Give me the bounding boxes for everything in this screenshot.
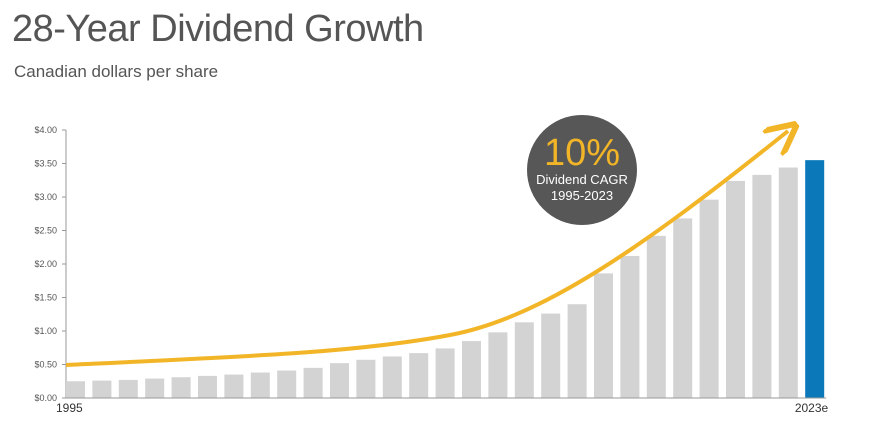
- y-tick-label: $4.00: [34, 125, 57, 135]
- bar: [541, 313, 561, 398]
- x-axis: 1995 2023e: [56, 397, 829, 415]
- bar: [303, 367, 323, 398]
- bar: [462, 341, 481, 398]
- bar: [171, 377, 191, 398]
- bar: [435, 348, 455, 398]
- bar: [567, 304, 587, 398]
- growth-trend-arrow: [65, 131, 788, 367]
- y-tick-label: $3.50: [34, 159, 57, 169]
- bar: [118, 379, 138, 398]
- bar: [277, 370, 297, 398]
- y-tick-label: $3.00: [34, 192, 57, 202]
- y-tick-label: $2.00: [34, 259, 57, 269]
- bar: [488, 332, 508, 398]
- bar: [726, 180, 745, 398]
- y-tick-label: $1.50: [34, 293, 57, 303]
- bar: [673, 218, 693, 398]
- y-axis: $0.00 $0.50 $1.00 $1.50 $2.00 $2.50 $3.00 $3.50…: [34, 125, 67, 403]
- bar: [409, 353, 429, 398]
- chart-title: 28-Year Dividend Growth: [12, 8, 424, 50]
- bar: [224, 374, 244, 398]
- bar: [382, 356, 402, 398]
- y-tick-label: $0.00: [34, 393, 57, 403]
- bar: [356, 359, 376, 398]
- x-tick-label-last: 2023e: [795, 401, 829, 415]
- cagr-period: 1995-2023: [551, 188, 613, 203]
- bar: [620, 255, 640, 398]
- bar: [92, 380, 112, 398]
- bars: [66, 160, 825, 398]
- y-tick-label: $0.50: [34, 360, 57, 370]
- x-tick-label-first: 1995: [56, 401, 83, 415]
- bar: [514, 322, 534, 398]
- cagr-label: Dividend CAGR: [536, 172, 628, 187]
- y-tick-label: $2.50: [34, 226, 57, 236]
- bar: [646, 235, 666, 398]
- cagr-badge: 10% Dividend CAGR 1995-2023: [527, 115, 637, 225]
- chart-subtitle: Canadian dollars per share: [14, 62, 219, 81]
- bar: [594, 273, 613, 398]
- bar-highlight: [805, 160, 825, 398]
- bar: [699, 199, 719, 398]
- bar: [250, 372, 270, 398]
- cagr-badge-circle: [527, 115, 637, 225]
- bar: [198, 375, 217, 398]
- cagr-value: 10%: [544, 132, 620, 174]
- bar: [778, 167, 798, 398]
- bar: [66, 381, 85, 398]
- bar: [752, 174, 772, 398]
- bar: [145, 378, 165, 398]
- bar: [330, 363, 349, 398]
- y-tick-label: $1.00: [34, 326, 57, 336]
